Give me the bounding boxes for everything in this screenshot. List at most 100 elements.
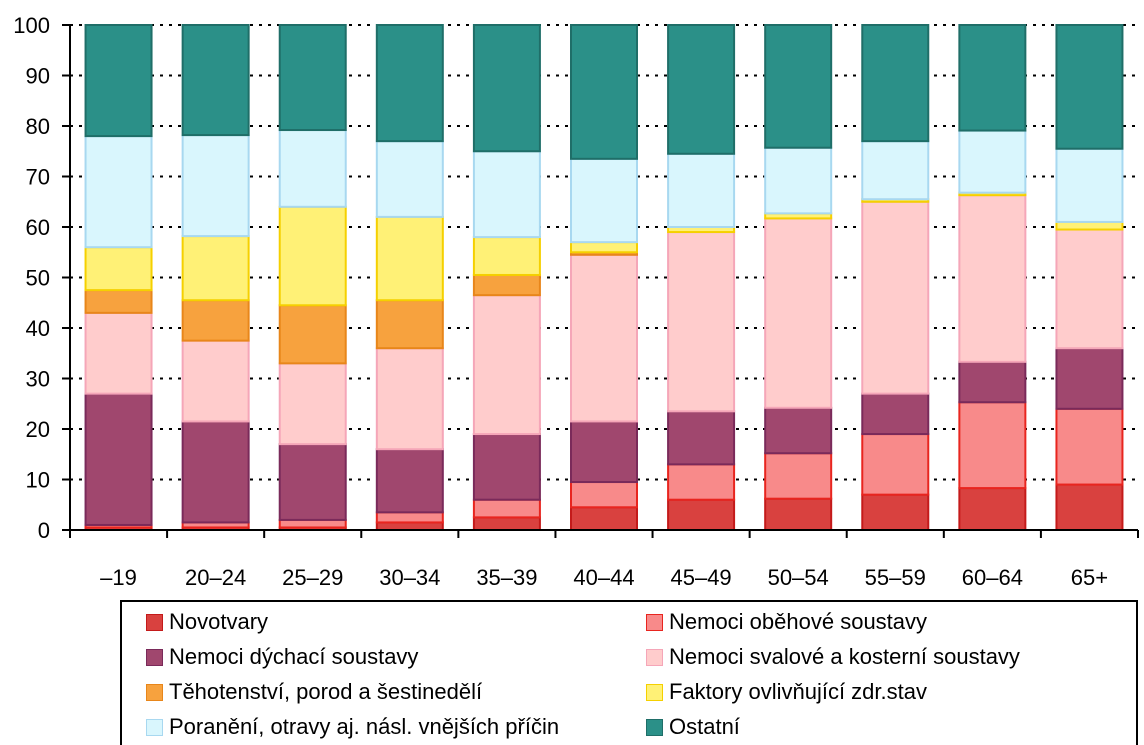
bar-segment (472, 433, 541, 501)
bar-segment (278, 362, 347, 446)
bar-segment (375, 299, 444, 350)
legend: Novotvary Nemoci oběhové soustavy Nemoci… (120, 600, 1138, 745)
bar-segment (764, 497, 833, 532)
legend-label: Novotvary (169, 609, 269, 634)
bar-segment (375, 448, 444, 514)
legend-swatch (146, 683, 163, 701)
y-tick-label: 40 (26, 316, 50, 341)
bar-segment (278, 24, 347, 132)
bar-segment (278, 205, 347, 307)
bar-segment (472, 516, 541, 531)
y-axis-tick-labels: 0 10 20 30 40 50 60 70 80 90 100 (13, 13, 50, 543)
bar-segment (181, 24, 250, 137)
x-tick-label: 60–64 (962, 565, 1023, 590)
bar-segment (84, 311, 153, 395)
legend-item-novotvary: Novotvary (146, 606, 268, 638)
bar-segment (375, 24, 444, 143)
legend-item-faktory-ovlivnujici-zdr-stav: Faktory ovlivňující zdr.stav (646, 676, 927, 708)
y-tick-label: 80 (26, 114, 50, 139)
bar-segment (84, 392, 153, 526)
legend-label: Faktory ovlivňující zdr.stav (669, 679, 927, 704)
legend-label: Těhotenství, porod a šestinedělí (169, 679, 483, 704)
y-tick-label: 60 (26, 215, 50, 240)
bar-segment (764, 146, 833, 215)
legend-label: Nemoci dýchací soustavy (169, 644, 419, 669)
bar-segment (375, 140, 444, 218)
legend-swatch (646, 648, 663, 666)
bar-segment (472, 273, 541, 297)
bar-segment (375, 347, 444, 451)
bar-segment (958, 129, 1027, 194)
bar-segment (861, 433, 930, 496)
bar-segment (570, 253, 638, 423)
x-tick-label: 55–59 (865, 565, 926, 590)
bar-segment (375, 511, 444, 524)
bar-segment (278, 443, 347, 521)
x-axis-tick-labels: –19 20–24 25–29 30–34 35–39 40–44 45–49 50–54 55… (100, 565, 1108, 590)
legend-item-nemoci-svalove-a-kosterni-soustavy: Nemoci svalové a kosterní soustavy (646, 641, 1020, 673)
y-tick-label: 50 (26, 266, 50, 291)
bar-segment (181, 420, 250, 524)
legend-swatch (146, 613, 163, 631)
bar-segment (1055, 347, 1124, 410)
bar-segment (570, 506, 638, 531)
bar-segment (84, 289, 153, 314)
bar-segment (861, 493, 930, 531)
legend-swatch (146, 648, 163, 666)
x-tick-label: 40–44 (573, 565, 634, 590)
bar-segment (472, 498, 541, 519)
x-tick-label: 65+ (1071, 565, 1108, 590)
bar-segment (84, 135, 153, 249)
bar-segment (861, 392, 930, 436)
bar-segment (667, 463, 736, 501)
bar-segment (861, 140, 930, 201)
y-tick-label: 0 (38, 518, 50, 543)
legend-swatch (146, 718, 163, 736)
bar-segment (667, 24, 736, 155)
y-tick-label: 20 (26, 417, 50, 442)
bar-segment (1055, 24, 1124, 150)
bar-segment (570, 157, 638, 244)
bar-segment (1055, 483, 1124, 531)
bar-segment (1055, 220, 1124, 231)
stacked-bar-chart: 0 10 20 30 40 50 60 70 80 90 100 –19 20–24 25–29 30–3… (13, 13, 1139, 590)
bar-segment (472, 150, 541, 239)
bar-segment (958, 24, 1027, 132)
bar-segment (667, 231, 736, 413)
bar-segment (472, 236, 541, 276)
y-tick-label: 10 (26, 468, 50, 493)
bar-segment (181, 235, 250, 302)
bar-segment (764, 406, 833, 455)
bar-segment (861, 24, 930, 143)
bar-segment (1055, 407, 1124, 486)
bar-segment (1055, 228, 1124, 350)
legend-label: Nemoci svalové a kosterní soustavy (669, 644, 1020, 669)
bar-segment (1055, 147, 1124, 223)
y-tick-label: 70 (26, 165, 50, 190)
bars (84, 24, 1124, 532)
bar-segment (181, 299, 250, 342)
bar-segment (958, 401, 1027, 490)
bar-segment (667, 152, 736, 228)
legend-item-tehotenstvi-porod-a-sestinedeli: Těhotenství, porod a šestinedělí (146, 676, 482, 708)
legend-label: Poranění, otravy aj. násl. vnějších příč… (169, 714, 560, 739)
bar-segment (278, 129, 347, 208)
y-tick-label: 30 (26, 367, 50, 392)
x-tick-label: 30–34 (379, 565, 440, 590)
bar-segment (84, 24, 153, 138)
legend-swatch (646, 683, 663, 701)
bar-segment (375, 521, 444, 531)
bar-segment (667, 410, 736, 466)
legend-item-nemoci-dychaci-soustavy: Nemoci dýchací soustavy (146, 641, 418, 673)
bar-segment (667, 498, 736, 532)
x-tick-label: 45–49 (670, 565, 731, 590)
y-tick-label: 90 (26, 64, 50, 89)
legend-swatch (646, 613, 663, 631)
legend-item-poraneni-otravy: Poranění, otravy aj. násl. vnějších příč… (146, 711, 559, 743)
x-tick-label: –19 (100, 565, 137, 590)
bar-segment (570, 481, 638, 509)
x-tick-label: 25–29 (282, 565, 343, 590)
x-tick-label: 35–39 (476, 565, 537, 590)
legend-label: Ostatní (669, 714, 740, 739)
bar-segment (84, 246, 153, 292)
